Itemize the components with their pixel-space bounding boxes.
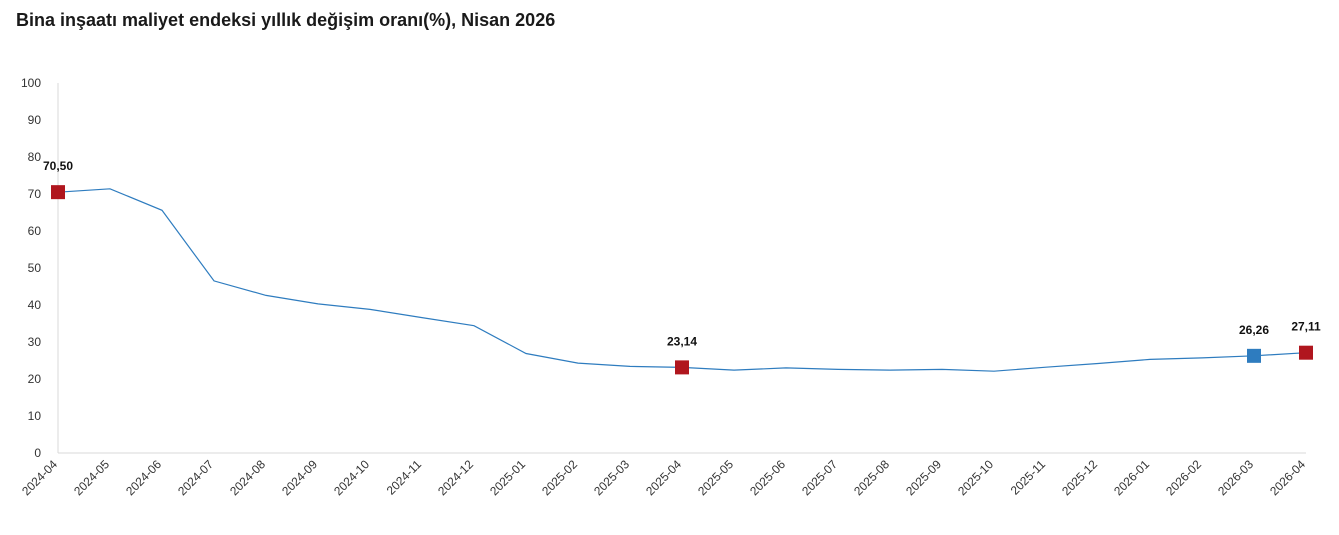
- y-tick-label: 50: [28, 261, 42, 275]
- x-tick-label: 2024-10: [331, 457, 372, 498]
- x-tick-label: 2024-04: [19, 457, 60, 498]
- x-tick-label: 2026-01: [1111, 457, 1152, 498]
- y-tick-label: 100: [21, 76, 41, 90]
- y-tick-label: 20: [28, 372, 42, 386]
- marker-layer: 70,50 23,14 26,26 27,11: [43, 159, 1321, 375]
- x-tick-label: 2024-11: [384, 457, 425, 498]
- y-tick-label: 80: [28, 150, 42, 164]
- x-tick-label: 2025-01: [487, 457, 528, 498]
- x-tick-label: 2025-09: [903, 457, 944, 498]
- x-tick-label: 2024-08: [227, 457, 268, 498]
- data-point-marker: [675, 360, 689, 375]
- chart-title: Bina inşaatı maliyet endeksi yıllık deği…: [16, 10, 556, 30]
- x-tick-label: 2025-04: [643, 457, 684, 498]
- y-tick-label: 30: [28, 335, 42, 349]
- x-tick-label: 2026-04: [1267, 457, 1308, 498]
- x-tick-label: 2024-07: [175, 457, 216, 498]
- data-label: 27,11: [1291, 320, 1321, 334]
- x-tick-label: 2025-10: [955, 457, 996, 498]
- y-axis: 0 10 20 30 40 50 60 70 80 90 100: [21, 76, 59, 460]
- x-tick-label: 2024-05: [71, 457, 112, 498]
- x-axis: 2024-04 2024-05 2024-06 2024-07 2024-08 2024-…: [19, 452, 1308, 498]
- x-tick-label: 2025-03: [591, 457, 632, 498]
- x-tick-label: 2025-06: [747, 457, 788, 498]
- x-tick-label: 2026-02: [1163, 457, 1204, 498]
- x-tick-label: 2025-02: [539, 457, 580, 498]
- y-tick-label: 10: [28, 409, 42, 423]
- x-tick-label: 2025-08: [851, 457, 892, 498]
- y-tick-label: 90: [28, 113, 42, 127]
- x-tick-label: 2026-03: [1215, 457, 1256, 498]
- x-tick-label: 2024-12: [435, 457, 476, 498]
- x-tick-label: 2025-11: [1008, 457, 1049, 498]
- x-tick-label: 2025-12: [1059, 457, 1100, 498]
- x-tick-label: 2024-09: [279, 457, 320, 498]
- x-tick-label: 2025-05: [695, 457, 736, 498]
- data-point-marker: [1247, 348, 1261, 363]
- y-tick-label: 60: [28, 224, 42, 238]
- y-tick-label: 40: [28, 298, 42, 312]
- x-tick-label: 2025-07: [799, 457, 840, 498]
- y-tick-label: 70: [28, 187, 42, 201]
- x-tick-label: 2024-06: [123, 457, 164, 498]
- data-point-marker: [1299, 345, 1313, 360]
- y-tick-label: 0: [34, 446, 41, 460]
- data-label: 23,14: [667, 334, 697, 348]
- data-point-marker: [51, 185, 65, 200]
- data-label: 26,26: [1239, 323, 1269, 337]
- data-label: 70,50: [43, 159, 73, 173]
